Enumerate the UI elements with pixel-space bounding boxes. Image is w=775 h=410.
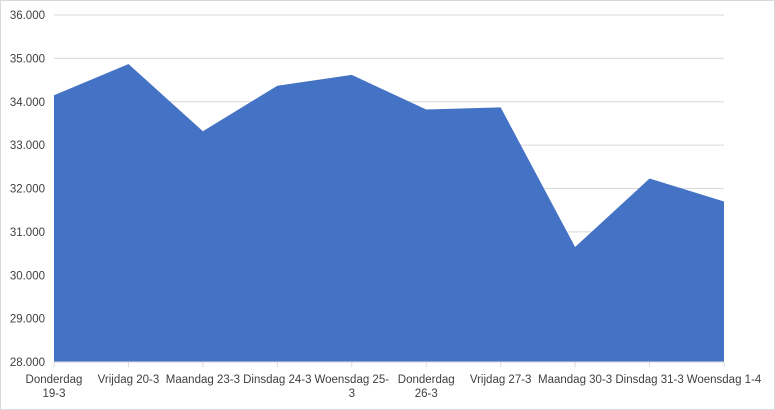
x-tick-label-line: Dinsdag 24-3 [243, 374, 311, 386]
x-tick-label-line: Donderdag [398, 374, 455, 386]
x-tick-label-line: Woensdag 1-4 [687, 374, 762, 386]
x-tick-label: Maandag 30-3 [538, 374, 612, 386]
series-area [54, 64, 724, 362]
y-tick-label: 29.000 [10, 314, 45, 326]
x-tick-label-line: Maandag 23-3 [166, 374, 240, 386]
y-axis-tick-labels: 28.000 29.000 30.000 31.000 32.000 33.000 34.0… [10, 10, 45, 369]
x-tick-label-line: Woensdag 25- [314, 374, 389, 386]
x-tick-label-line: Vrijdag 20-3 [98, 374, 160, 386]
series-area-layer [53, 64, 725, 362]
x-tick-label-line: 3 [349, 388, 355, 400]
x-tick-label: Maandag 23-3 [166, 374, 240, 386]
x-tick-label: Vrijdag 20-3 [98, 374, 160, 386]
x-tick-label-line: Maandag 30-3 [538, 374, 612, 386]
x-axis [53, 361, 725, 367]
y-tick-label: 30.000 [10, 270, 45, 282]
x-tick-label: Dinsdag 24-3 [243, 374, 311, 386]
x-tick-label: Vrijdag 27-3 [470, 374, 532, 386]
x-tick-label-line: Vrijdag 27-3 [470, 374, 532, 386]
y-tick-label: 31.000 [10, 227, 45, 239]
x-tick-label-line: 26-3 [415, 388, 438, 400]
x-tick-label-line: 19-3 [42, 388, 65, 400]
y-tick-label: 34.000 [10, 97, 45, 109]
x-tick-label-line: Donderdag [26, 374, 83, 386]
x-tick-label: Woensdag 25- 3 [314, 374, 389, 400]
x-tick-label: Woensdag 1-4 [687, 374, 762, 386]
x-tick-label-line: Dinsdag 31-3 [615, 374, 683, 386]
x-tick-label: Donderdag 19-3 [26, 374, 83, 400]
y-tick-label: 33.000 [10, 140, 45, 152]
y-tick-label: 35.000 [10, 53, 45, 65]
y-tick-label: 32.000 [10, 184, 45, 196]
y-tick-label: 36.000 [10, 10, 45, 22]
x-tick-label: Dinsdag 31-3 [615, 374, 683, 386]
y-tick-label: 28.000 [10, 357, 45, 369]
x-tick-label: Donderdag 26-3 [398, 374, 455, 400]
